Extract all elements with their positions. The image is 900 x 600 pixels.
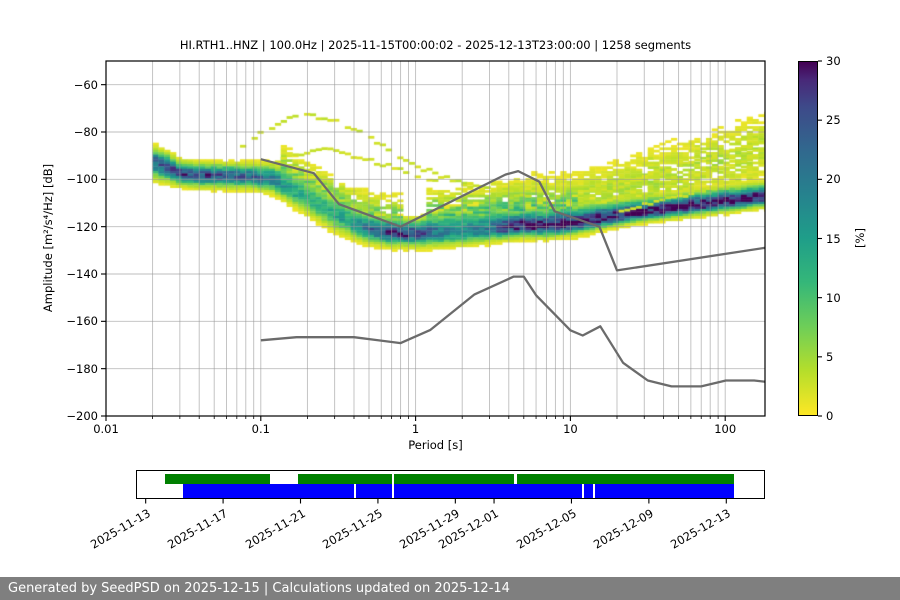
y-axis-label: Amplitude [m²/s⁴/Hz] [dB] [41, 163, 55, 313]
timeline-date-label: 2025-11-13 [87, 506, 153, 552]
colorbar-tick-label: 10 [826, 290, 841, 305]
x-tick-label: 10 [563, 422, 578, 436]
timeline-segment-coverage-green [298, 474, 392, 484]
timeline-date-label: 2025-12-05 [513, 506, 579, 552]
y-tick-label: −60 [73, 77, 98, 92]
timeline-segment-coverage-blue [595, 484, 734, 498]
y-tick-label: −140 [66, 267, 98, 281]
timeline-date-label: 2025-12-13 [668, 506, 734, 552]
timeline-segment-coverage-green [165, 474, 270, 484]
ppsd-heatmap-canvas [106, 61, 765, 416]
y-tick-label: −120 [66, 219, 98, 234]
plot-title: HI.RTH1..HNZ | 100.0Hz | 2025-11-15T00:0… [179, 38, 692, 52]
colorbar-tick-label: 30 [826, 54, 841, 68]
x-tick-label: 1 [411, 422, 420, 436]
colorbar-label: [%] [853, 228, 867, 248]
x-tick-label: 0.01 [93, 422, 119, 436]
x-tick-label: 100 [714, 422, 737, 436]
colorbar-tick-label: 20 [826, 172, 841, 187]
colorbar-tick-label: 0 [826, 409, 834, 423]
timeline-date-label: 2025-12-09 [590, 506, 656, 552]
colorbar-tick-label: 15 [826, 231, 841, 246]
y-tick-label: −160 [66, 314, 98, 329]
timeline-segment-coverage-blue [394, 484, 583, 498]
footer-bar: Generated by SeedPSD on 2025-12-15 | Cal… [0, 577, 900, 600]
y-tick-label: −100 [66, 172, 98, 187]
timeline-segment-coverage-blue [355, 484, 392, 498]
timeline-segment-coverage-blue [584, 484, 594, 498]
x-axis-label: Period [s] [408, 438, 463, 452]
timeline-date-label: 2025-11-21 [242, 506, 308, 552]
timeline-date-label: 2025-11-17 [165, 506, 231, 552]
timeline-segment-coverage-green [394, 474, 515, 484]
y-tick-label: −180 [66, 361, 98, 376]
y-tick-label: −80 [73, 125, 98, 139]
colorbar-tick-label: 5 [826, 349, 834, 364]
y-tick-label: −200 [66, 409, 98, 423]
colorbar [798, 61, 818, 416]
timeline-segment-coverage-blue [183, 484, 355, 498]
colorbar-tick-label: 25 [826, 113, 841, 128]
footer-text: Generated by SeedPSD on 2025-12-15 | Cal… [8, 581, 510, 596]
x-tick-label: 0.1 [251, 422, 270, 436]
timeline-date-label: 2025-11-25 [320, 506, 385, 552]
timeline-coverage-box [136, 470, 765, 499]
timeline-segment-coverage-green [516, 474, 734, 484]
